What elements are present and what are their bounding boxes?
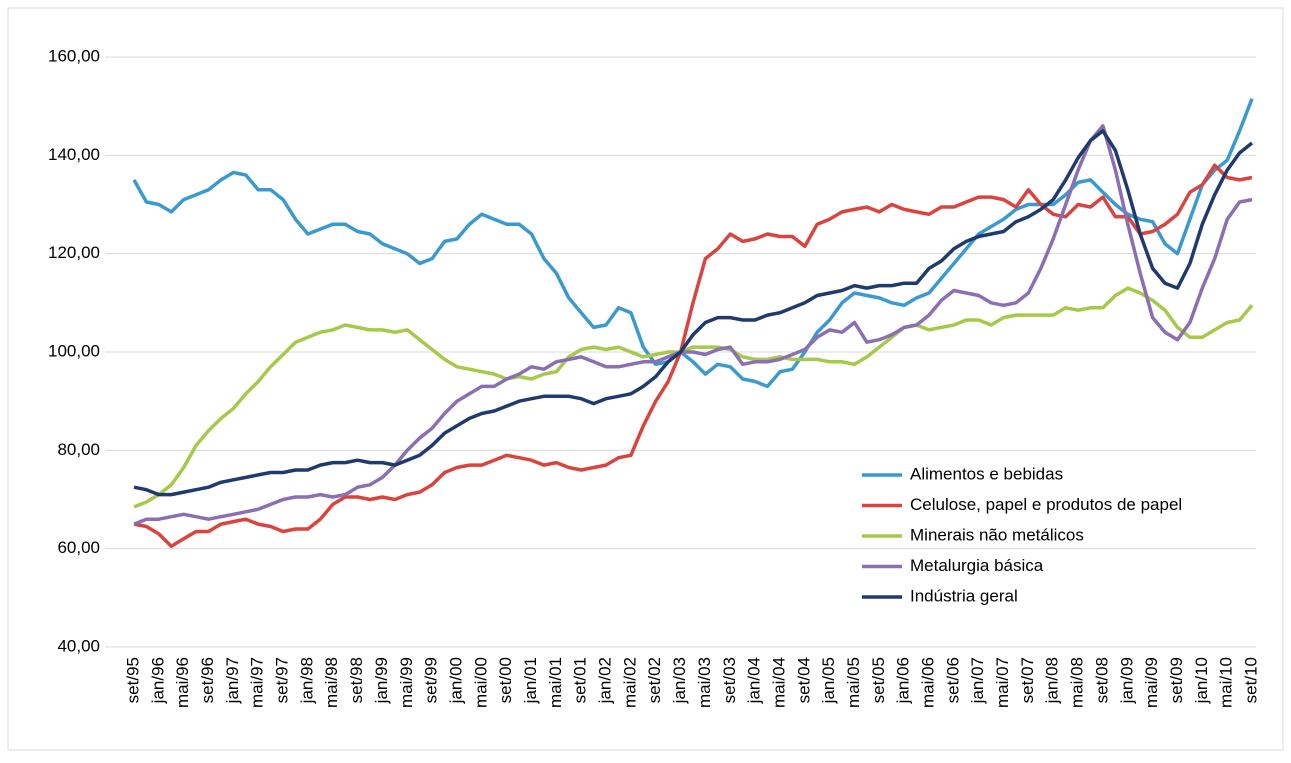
legend-label: Indústria geral bbox=[910, 586, 1018, 605]
y-tick-label: 80,00 bbox=[57, 440, 100, 459]
x-tick-label: mai/08 bbox=[1068, 657, 1087, 708]
x-tick-label: jan/08 bbox=[1043, 657, 1062, 704]
x-tick-label: set/08 bbox=[1092, 657, 1111, 703]
legend-label: Celulose, papel e produtos de papel bbox=[910, 495, 1182, 514]
x-tick-label: jan/99 bbox=[372, 657, 391, 704]
x-tick-label: mai/05 bbox=[844, 657, 863, 708]
x-tick-label: set/02 bbox=[645, 657, 664, 703]
x-tick-label: set/03 bbox=[720, 657, 739, 703]
x-tick-label: mai/03 bbox=[695, 657, 714, 708]
series-line bbox=[132, 98, 1254, 389]
x-tick-label: set/97 bbox=[273, 657, 292, 703]
x-tick-label: jan/98 bbox=[297, 657, 316, 704]
x-tick-label: mai/09 bbox=[1142, 657, 1161, 708]
x-tick-label: mai/98 bbox=[322, 657, 341, 708]
legend-label: Metalurgia básica bbox=[910, 556, 1044, 575]
x-tick-label: mai/04 bbox=[769, 657, 788, 708]
y-tick-label: 160,00 bbox=[48, 46, 100, 65]
series-line bbox=[133, 163, 1253, 548]
x-tick-label: set/98 bbox=[347, 657, 366, 703]
x-tick-label: jan/05 bbox=[819, 657, 838, 704]
x-tick-label: mai/01 bbox=[546, 657, 565, 708]
series-line bbox=[133, 286, 1254, 509]
series-line bbox=[133, 124, 1253, 526]
y-tick-label: 100,00 bbox=[48, 341, 100, 360]
y-tick-label: 60,00 bbox=[57, 538, 100, 557]
y-tick-label: 120,00 bbox=[48, 243, 100, 262]
x-tick-label: mai/07 bbox=[993, 657, 1012, 708]
series-line bbox=[133, 129, 1254, 497]
x-tick-label: jan/03 bbox=[670, 657, 689, 704]
x-tick-label: mai/10 bbox=[1217, 657, 1236, 708]
x-tick-label: set/00 bbox=[496, 657, 515, 703]
x-tick-label: jan/10 bbox=[1192, 657, 1211, 704]
x-tick-label: jan/07 bbox=[968, 657, 987, 704]
x-tick-label: set/07 bbox=[1018, 657, 1037, 703]
x-tick-label: mai/00 bbox=[471, 657, 490, 708]
x-tick-label: mai/97 bbox=[248, 657, 267, 708]
x-tick-label: mai/02 bbox=[620, 657, 639, 708]
x-tick-label: set/09 bbox=[1167, 657, 1186, 703]
x-tick-label: set/95 bbox=[123, 657, 142, 703]
x-tick-label: jan/01 bbox=[521, 657, 540, 704]
x-tick-label: set/06 bbox=[943, 657, 962, 703]
legend-label: Minerais não metálicos bbox=[910, 525, 1084, 544]
y-tick-label: 140,00 bbox=[48, 145, 100, 164]
legend-label: Alimentos e bebidas bbox=[910, 464, 1063, 483]
x-tick-label: set/99 bbox=[422, 657, 441, 703]
x-tick-label: set/01 bbox=[571, 657, 590, 703]
x-tick-label: set/96 bbox=[198, 657, 217, 703]
x-tick-label: jan/96 bbox=[148, 657, 167, 704]
x-tick-label: jan/00 bbox=[446, 657, 465, 704]
chart-border bbox=[7, 7, 1284, 751]
x-tick-label: jan/97 bbox=[223, 657, 242, 704]
x-tick-label: mai/99 bbox=[397, 657, 416, 708]
x-tick-label: set/05 bbox=[869, 657, 888, 703]
x-tick-label: set/04 bbox=[794, 657, 813, 703]
y-tick-label: 40,00 bbox=[57, 636, 100, 655]
x-tick-label: jan/02 bbox=[596, 657, 615, 704]
x-tick-label: mai/06 bbox=[919, 657, 938, 708]
x-tick-label: mai/96 bbox=[173, 657, 192, 708]
x-tick-label: jan/06 bbox=[894, 657, 913, 704]
x-tick-label: jan/04 bbox=[745, 657, 764, 704]
x-tick-label: jan/09 bbox=[1117, 657, 1136, 704]
x-tick-label: set/10 bbox=[1241, 657, 1260, 703]
